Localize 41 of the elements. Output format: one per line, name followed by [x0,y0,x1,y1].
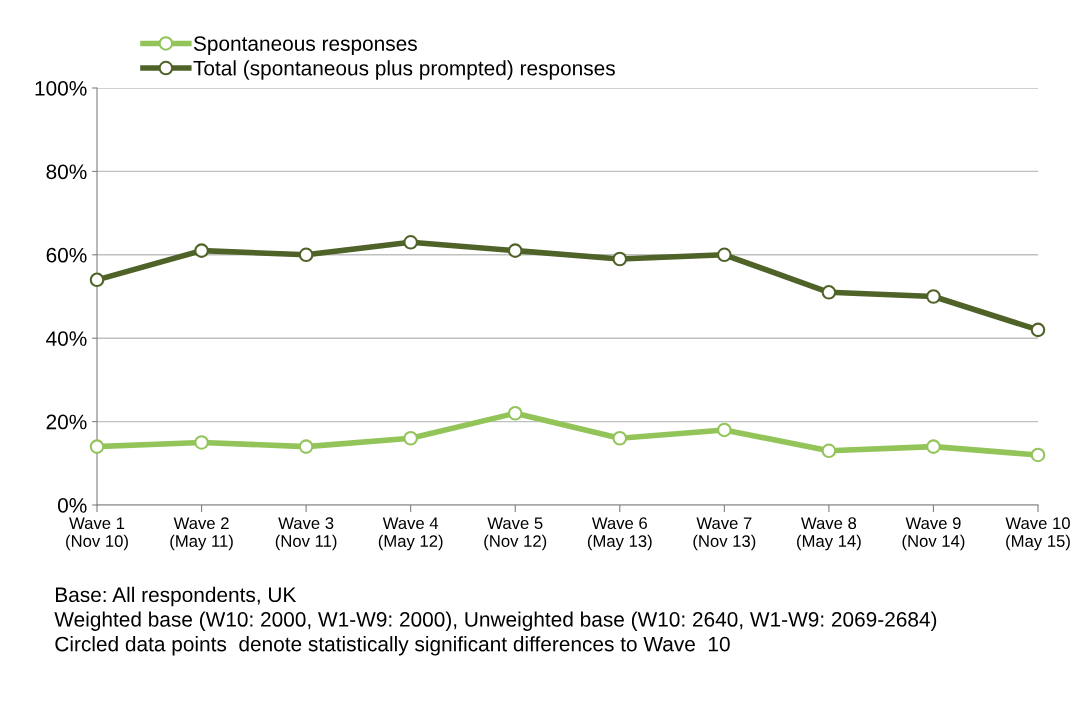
point [298,247,314,263]
point [507,405,523,421]
y-tick-label: 40% [46,331,87,346]
point [403,430,418,446]
y-tick-label: 100% [35,81,87,96]
point [194,435,209,450]
y-tick-label: 0% [57,498,87,513]
point [507,243,523,258]
text: Base: All respondents, UK [56,586,297,607]
text: Circled data points denote statistically significant differences to Wave 10 [55,636,730,656]
point [717,247,732,263]
x-tick-label: Wave 3 (Nov 11) [275,517,337,551]
point [1030,447,1046,463]
y-tick-label: 60% [46,247,87,263]
x-tick-label: Wave 6 (May 13) [587,517,652,551]
legend-label: Spontaneous responses [193,36,417,56]
x-tick-label: Wave 8 (May 14) [797,517,861,551]
point [821,443,837,459]
text: Weighted base (W10: 2000, W1-W9: 2000), Unweighted base (W10: 2640, W1-W9: 2069-2684) [54,611,937,631]
point [926,439,941,454]
legend-label: Total (spontaneous plus prompted) responses [193,60,615,80]
point [821,285,837,300]
point [612,430,628,446]
point [194,243,209,258]
point [89,272,105,288]
point [612,251,628,267]
x-tick-label: Wave 2 (May 11) [170,517,233,551]
y-tick-label: 20% [46,414,87,430]
point [717,422,732,438]
point [89,439,105,454]
x-tick-label: Wave 7 (Nov 13) [693,517,756,551]
point [298,439,314,454]
x-tick-label: Wave 10 (May 15) [1005,517,1070,551]
point [1030,322,1046,338]
x-tick-label: Wave 4 (May 12) [378,517,443,551]
x-tick-label: Wave 9 (Nov 14) [902,517,965,551]
point [403,235,418,250]
x-tick-label: Wave 1 (Nov 10) [66,517,128,551]
y-tick-label: 80% [46,164,87,180]
point [926,289,941,304]
x-tick-label: Wave 5 (Nov 12) [484,517,547,551]
